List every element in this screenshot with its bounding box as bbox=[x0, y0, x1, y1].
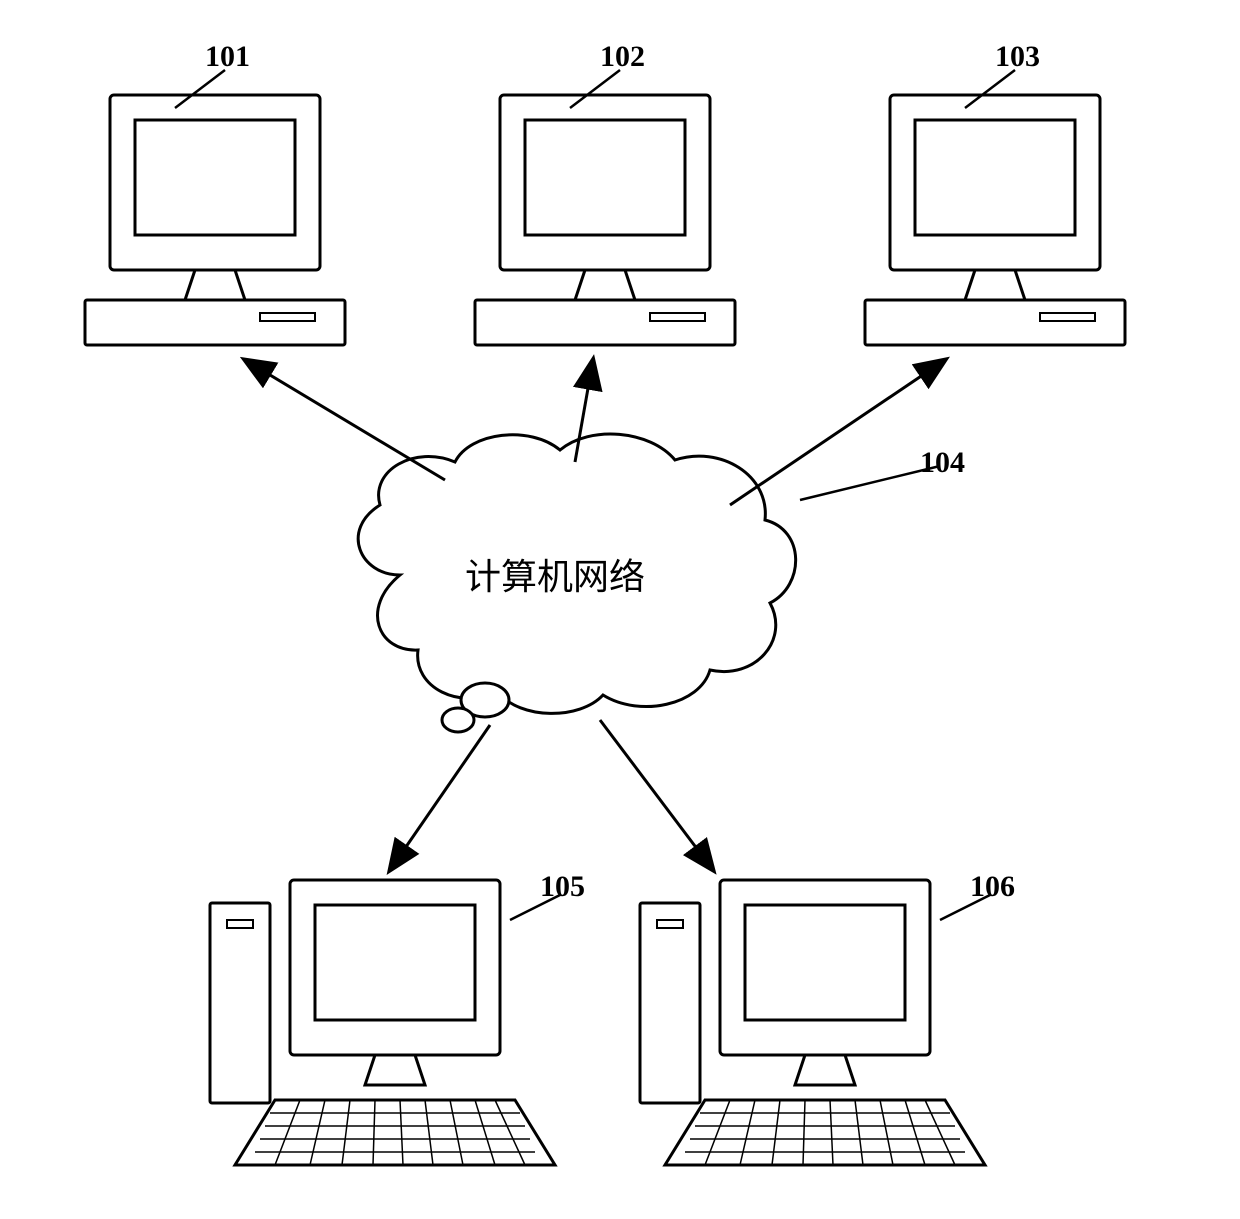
workstation-105 bbox=[210, 880, 560, 1165]
terminal-101 bbox=[85, 70, 345, 345]
terminal-102 bbox=[475, 70, 735, 345]
network-diagram: 101 102 103 104 105 106 计算机网络 bbox=[0, 0, 1240, 1219]
label-105: 105 bbox=[540, 870, 585, 904]
label-104: 104 bbox=[920, 446, 965, 480]
diagram-svg bbox=[0, 0, 1240, 1219]
terminal-103 bbox=[865, 70, 1125, 345]
cloud-text: 计算机网络 bbox=[465, 548, 645, 600]
label-101: 101 bbox=[205, 40, 250, 74]
label-102: 102 bbox=[600, 40, 645, 74]
label-106: 106 bbox=[970, 870, 1015, 904]
label-103: 103 bbox=[995, 40, 1040, 74]
workstation-106 bbox=[640, 880, 990, 1165]
